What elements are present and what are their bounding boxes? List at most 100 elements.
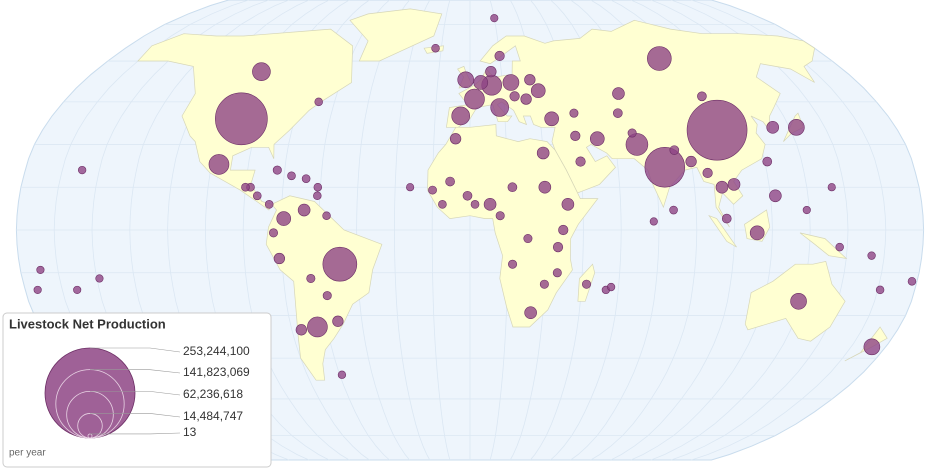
bubble: [462, 190, 473, 201]
bubble: [483, 198, 497, 211]
bubble: [36, 265, 45, 274]
bubble: [686, 99, 748, 161]
bubble: [470, 200, 480, 209]
bubble: [558, 224, 569, 236]
legend-leader: [90, 347, 181, 353]
bubble: [863, 338, 881, 356]
legend-label: 62,236,618: [183, 387, 243, 401]
bubble: [606, 282, 616, 292]
bubble: [337, 370, 347, 379]
bubble: [569, 108, 579, 118]
bubble: [649, 217, 658, 226]
bubble: [520, 93, 532, 105]
bubble: [509, 91, 520, 102]
bubble: [612, 108, 623, 118]
bubble: [431, 44, 440, 53]
bubble: [867, 251, 876, 260]
bubble: [322, 246, 358, 282]
legend-label: 253,244,100: [183, 344, 250, 358]
bubble: [473, 75, 489, 90]
bubble: [322, 211, 331, 220]
legend-label: 13: [183, 425, 197, 439]
bubble: [766, 121, 780, 134]
bubble: [313, 182, 323, 192]
bubble: [428, 185, 437, 195]
bubble: [727, 178, 741, 191]
land: [445, 19, 815, 228]
bubble: [907, 277, 917, 286]
bubble: [73, 285, 82, 294]
bubble: [685, 155, 697, 168]
bubble: [647, 46, 672, 71]
bubble: [33, 285, 42, 294]
bubble: [95, 274, 104, 283]
legend-leader: [90, 369, 181, 374]
bubble: [697, 91, 707, 102]
bubble: [297, 203, 311, 217]
land: [799, 232, 848, 260]
bubble: [538, 180, 552, 194]
bubble: [445, 176, 455, 187]
bubble: [536, 146, 550, 160]
bubble: [490, 14, 499, 23]
bubble: [523, 234, 533, 244]
bubble: [570, 130, 581, 141]
bubble: [530, 83, 546, 99]
bubble: [762, 156, 773, 167]
bubble: [644, 146, 686, 188]
bubble: [264, 200, 274, 209]
legend-label: 141,823,069: [183, 365, 250, 379]
bubble: [625, 133, 649, 156]
bubble: [582, 279, 592, 289]
land: [265, 195, 383, 381]
bubble: [449, 133, 462, 145]
legend-circle: [44, 347, 136, 439]
bubble: [552, 268, 562, 278]
bubble: [612, 87, 625, 100]
bubble: [715, 180, 729, 194]
bubble: [332, 315, 344, 327]
bubble: [802, 205, 811, 215]
bubble: [669, 145, 680, 155]
bubble: [241, 182, 250, 192]
bubble: [494, 50, 505, 61]
bubble: [495, 211, 505, 221]
bubble: [721, 213, 732, 224]
land: [349, 8, 443, 62]
bubble: [524, 74, 536, 86]
bubble: [252, 62, 271, 81]
bubble: [272, 165, 282, 175]
bubble: [788, 119, 805, 136]
bubble: [669, 205, 678, 215]
legend-title: Livestock Net Production: [9, 316, 166, 331]
bubble: [276, 211, 292, 226]
legend-label: 14,484,747: [183, 409, 243, 423]
bubble: [215, 92, 268, 146]
bubble: [507, 182, 518, 193]
bubble: [524, 306, 537, 319]
legend-leader: [90, 432, 181, 435]
bubble: [306, 273, 316, 283]
bubble: [544, 111, 559, 127]
bubble: [875, 285, 885, 295]
bubble: [307, 316, 328, 338]
legend: Livestock Net Production per year 253,24…: [2, 312, 272, 468]
bubble: [827, 183, 836, 192]
bubble: [438, 200, 447, 209]
bubble: [539, 279, 549, 289]
bubble: [835, 242, 844, 252]
bubble: [790, 292, 807, 310]
bubble: [589, 131, 605, 147]
legend-unit: per year: [9, 448, 46, 459]
bubble: [314, 97, 323, 107]
bubble: [295, 324, 307, 336]
bubble: [485, 66, 497, 78]
legend-leader: [90, 413, 181, 418]
bubble: [627, 128, 637, 138]
bubble: [287, 171, 296, 181]
bubble: [77, 165, 87, 175]
bubble: [769, 189, 782, 203]
bubble: [749, 225, 765, 241]
bubble: [561, 198, 575, 211]
